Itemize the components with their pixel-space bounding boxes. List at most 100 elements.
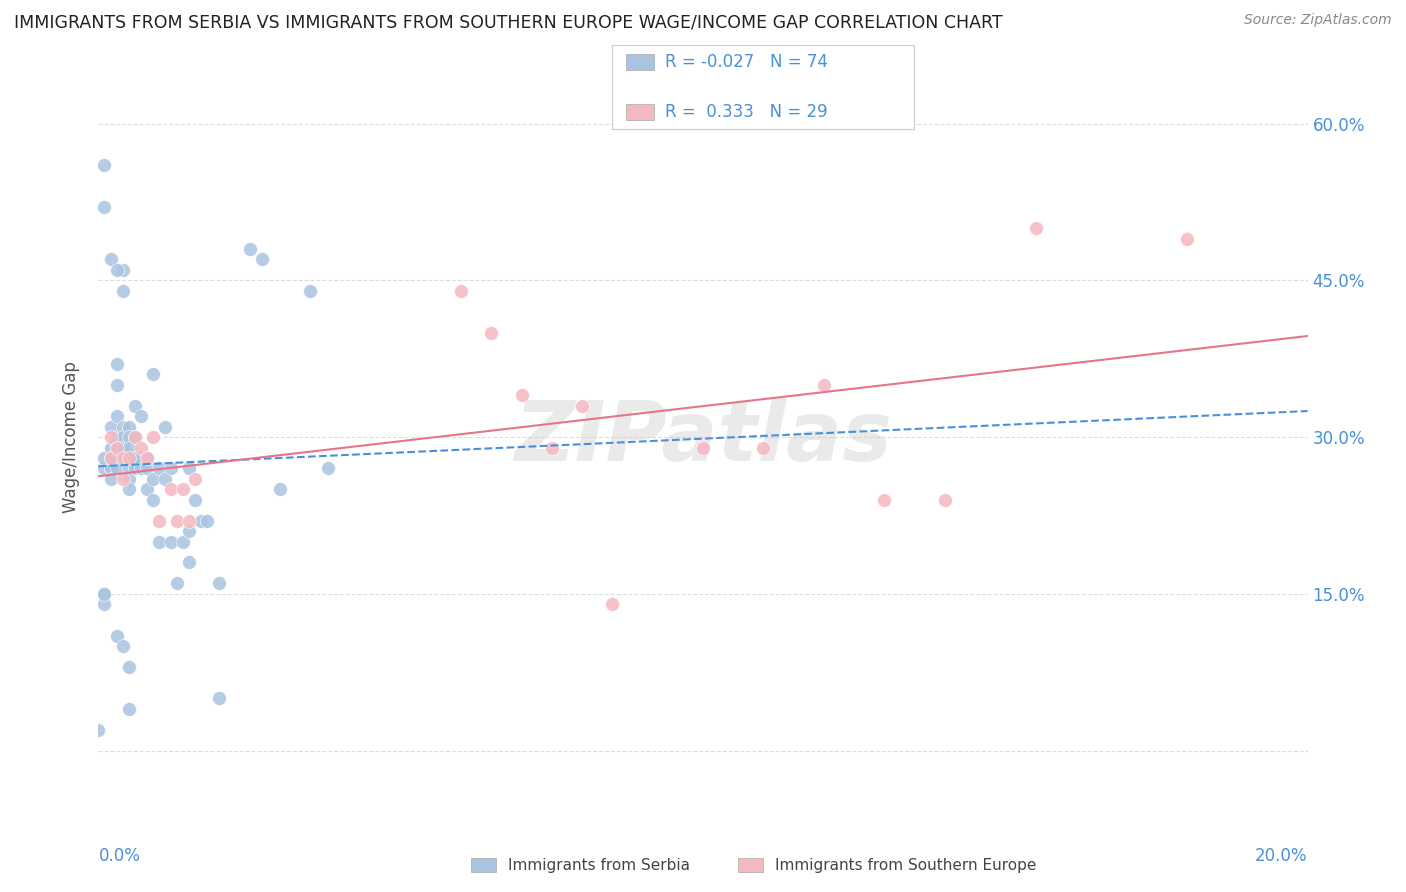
Point <box>135 483 157 497</box>
Point <box>118 660 141 674</box>
Point <box>129 450 152 465</box>
Point <box>118 450 141 465</box>
Point <box>450 284 472 298</box>
Point <box>269 483 291 497</box>
Point <box>153 472 176 486</box>
Point <box>934 492 956 507</box>
Point <box>571 399 593 413</box>
Point <box>239 242 262 256</box>
Point <box>142 492 165 507</box>
Point <box>124 450 146 465</box>
Point <box>250 252 273 267</box>
Point <box>135 450 157 465</box>
Point <box>184 492 207 507</box>
Point <box>105 357 128 371</box>
Point <box>100 450 122 465</box>
Point <box>873 492 896 507</box>
Point <box>105 441 128 455</box>
Point <box>316 461 339 475</box>
Point <box>510 388 533 402</box>
Point <box>540 441 562 455</box>
Point <box>166 576 188 591</box>
Point <box>111 441 134 455</box>
Point <box>105 409 128 424</box>
Point <box>111 263 134 277</box>
Point <box>195 514 218 528</box>
Point <box>118 483 141 497</box>
Point <box>105 441 128 455</box>
Point <box>129 461 152 475</box>
Point <box>153 419 176 434</box>
Point <box>166 514 188 528</box>
Point <box>481 326 503 340</box>
Point <box>135 450 157 465</box>
Point <box>100 430 122 444</box>
Point <box>100 252 122 267</box>
Point <box>105 450 128 465</box>
Point <box>118 472 141 486</box>
Point <box>299 284 322 298</box>
Point <box>208 691 231 706</box>
Point <box>142 368 165 382</box>
Point <box>93 587 115 601</box>
Text: ZIPatlas: ZIPatlas <box>515 397 891 477</box>
Point <box>100 461 122 475</box>
Point <box>208 576 231 591</box>
Point <box>124 399 146 413</box>
Point <box>111 284 134 298</box>
Point <box>124 430 146 444</box>
Point <box>179 524 201 538</box>
Point <box>124 430 146 444</box>
Text: 0.0%: 0.0% <box>98 847 141 864</box>
Point <box>118 430 141 444</box>
Point <box>135 461 157 475</box>
Text: Source: ZipAtlas.com: Source: ZipAtlas.com <box>1244 13 1392 28</box>
Text: IMMIGRANTS FROM SERBIA VS IMMIGRANTS FROM SOUTHERN EUROPE WAGE/INCOME GAP CORREL: IMMIGRANTS FROM SERBIA VS IMMIGRANTS FRO… <box>14 13 1002 31</box>
Point <box>184 472 207 486</box>
Point <box>87 723 110 737</box>
Point <box>111 419 134 434</box>
Point <box>813 377 835 392</box>
Point <box>93 587 115 601</box>
Point <box>111 472 134 486</box>
Text: R =  0.333   N = 29: R = 0.333 N = 29 <box>665 103 828 121</box>
Point <box>111 639 134 653</box>
Point <box>148 461 170 475</box>
Point <box>1024 221 1046 235</box>
Point <box>124 450 146 465</box>
Point <box>179 461 201 475</box>
Point <box>692 441 714 455</box>
Point <box>100 450 122 465</box>
Point <box>160 534 183 549</box>
Point <box>118 419 141 434</box>
Point <box>129 409 152 424</box>
Point <box>160 461 183 475</box>
Point <box>100 450 122 465</box>
Point <box>148 534 170 549</box>
Point <box>105 629 128 643</box>
Point <box>100 461 122 475</box>
Text: R = -0.027   N = 74: R = -0.027 N = 74 <box>665 53 828 70</box>
Point <box>172 534 194 549</box>
Point <box>111 450 134 465</box>
Point <box>111 430 134 444</box>
Text: Immigrants from Serbia: Immigrants from Serbia <box>508 858 689 872</box>
Text: 20.0%: 20.0% <box>1256 847 1308 864</box>
Point <box>129 441 152 455</box>
Point <box>93 461 115 475</box>
Point <box>190 514 212 528</box>
Point <box>142 430 165 444</box>
Point <box>105 461 128 475</box>
Point <box>142 472 165 486</box>
Point <box>160 483 183 497</box>
Point <box>105 377 128 392</box>
Point <box>172 483 194 497</box>
Point <box>93 200 115 214</box>
Point <box>179 556 201 570</box>
Y-axis label: Wage/Income Gap: Wage/Income Gap <box>62 361 80 513</box>
Point <box>1175 231 1198 245</box>
Point <box>752 441 775 455</box>
Point <box>105 430 128 444</box>
Text: Immigrants from Southern Europe: Immigrants from Southern Europe <box>775 858 1036 872</box>
Point <box>124 461 146 475</box>
